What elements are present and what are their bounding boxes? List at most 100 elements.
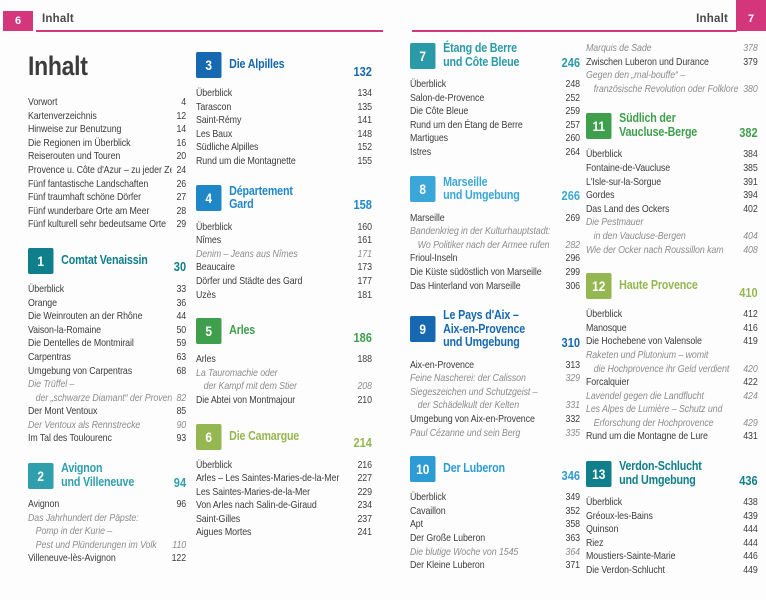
entry-page-number: 371 bbox=[565, 560, 581, 572]
entry-text: Die Verdon-Schlucht bbox=[586, 565, 665, 577]
entry-page-number: 335 bbox=[565, 427, 581, 439]
entry-text: Pest und Plünderungen im Volk bbox=[35, 539, 157, 551]
toc-entry: Überblick 384 bbox=[586, 148, 758, 162]
chapter-title: Le Pays d'Aix – Aix-en-Provence und Umgebu… bbox=[443, 309, 554, 350]
entry-text: L'Isle-sur-la-Sorgue bbox=[586, 176, 662, 188]
chapter-header: 8 Marseille und Umgebung 266 bbox=[410, 175, 580, 203]
entry-page-number: 68 bbox=[176, 365, 187, 377]
toc-entry: Reiserouten und Touren 20 bbox=[28, 150, 186, 164]
chapter-title: Arles bbox=[229, 324, 346, 338]
entry-text: Feine Nascherei: der Calisson bbox=[410, 373, 526, 385]
entry-text: Überblick bbox=[196, 221, 233, 233]
chapter-header: 13 Verdon-Schlucht und Umgebung 436 bbox=[586, 460, 758, 487]
entry-list: Überblick 216 Arles – Les Saintes-Maries-d… bbox=[196, 459, 372, 541]
entry-page-number: 269 bbox=[565, 212, 581, 224]
toc-entry: Überblick 412 bbox=[586, 308, 758, 322]
toc-entry: Die Verdon-Schlucht 449 bbox=[586, 564, 758, 578]
entry-page-number: 306 bbox=[565, 280, 581, 292]
entry-text: Überblick bbox=[410, 79, 447, 90]
chapter-page-number: 214 bbox=[353, 435, 372, 450]
entry-page-number: 379 bbox=[743, 56, 758, 68]
entry-page-number: 358 bbox=[565, 519, 581, 531]
entry-page-number: 227 bbox=[357, 473, 372, 485]
entry-text: Frioul-Inseln bbox=[410, 253, 458, 265]
toc-entry: Salon-de-Provence 252 bbox=[410, 92, 580, 106]
entry-text: Istres bbox=[410, 146, 432, 158]
entry-list: Überblick 384 Fontaine-de-Vaucluse 385 L'Isl… bbox=[586, 148, 758, 257]
entry-page-number: 208 bbox=[357, 381, 372, 393]
entry-page-number: 155 bbox=[357, 155, 372, 167]
entry-list: Überblick 33 Orange 36 Die Weinrouten an der… bbox=[28, 283, 186, 446]
toc-entry: Der Große Luberon 363 bbox=[410, 532, 580, 546]
chapter-block: 2 Avignon und Villeneuve 94 Avignon 96 Das Jah… bbox=[28, 462, 186, 566]
entry-page-number: 134 bbox=[357, 88, 372, 99]
entry-page-number: 4 bbox=[181, 97, 187, 108]
toc-entry: Moustiers-Sainte-Marie 446 bbox=[586, 550, 758, 564]
toc-entry: Marquis de Sade 378 bbox=[586, 42, 758, 56]
entry-block: Vorwort 4 Kartenverzeichnis 12 Hinweise zur … bbox=[28, 96, 186, 232]
entry-text: Reiserouten und Touren bbox=[28, 151, 121, 163]
chapter-title-line: Die Camargue bbox=[229, 428, 300, 443]
toc-entry: Istres 264 bbox=[410, 146, 580, 160]
entry-list: Vorwort 4 Kartenverzeichnis 12 Hinweise zur … bbox=[28, 96, 186, 232]
chapter-page-number: 186 bbox=[353, 329, 372, 345]
toc-column-content: 7 Étang de Berre und Côte Bleue 246 Überblic… bbox=[410, 36, 580, 573]
toc-entry: Aix-en-Provence 313 bbox=[410, 359, 580, 373]
entry-text: Überblick bbox=[196, 459, 233, 471]
toc-entry: Gordes 394 bbox=[586, 189, 758, 203]
toc-entry: Hinweise zur Benutzung 14 bbox=[28, 123, 186, 137]
entry-page-number: 29 bbox=[176, 219, 187, 231]
toc-column-content: 3 Die Alpilles 132 Überblick 134 Tarascon 135 S… bbox=[196, 36, 372, 540]
entry-text: Arles – Les Saintes-Maries-de-la-Mer bbox=[196, 473, 340, 485]
entry-page-number: 446 bbox=[743, 551, 758, 563]
toc-entry: Saint-Gilles 237 bbox=[196, 513, 372, 527]
chapter-title: Comtat Venaissin bbox=[61, 254, 166, 268]
entry-text: Die blutige Woche von 1545 bbox=[410, 546, 519, 558]
toc-entry: Die Hochebene von Valensole 419 bbox=[586, 335, 758, 349]
chapter-title-line: Haute Provence bbox=[619, 278, 698, 293]
toc-entry: Rund um die Montagnette 155 bbox=[196, 155, 372, 169]
toc-entry: Das Jahrhundert der Päpste: bbox=[28, 512, 186, 526]
entry-page-number: 378 bbox=[743, 43, 758, 54]
entry-page-number: 44 bbox=[176, 311, 187, 323]
entry-page-number: 216 bbox=[357, 459, 372, 471]
entry-text: Die Pestmauer bbox=[586, 217, 644, 229]
chapter-header: 7 Étang de Berre und Côte Bleue 246 bbox=[410, 41, 580, 69]
entry-list: Überblick 134 Tarascon 135 Saint-Rémy 141 Les … bbox=[196, 87, 372, 169]
chapter-page-number: 346 bbox=[561, 467, 580, 483]
entry-text: Marseille bbox=[410, 212, 445, 224]
entry-page-number: 420 bbox=[743, 363, 758, 375]
entry-text: Aigues Mortes bbox=[196, 527, 252, 539]
chapter-number-badge: 6 bbox=[196, 423, 222, 450]
toc-entry: Die Regionen im Überblick 16 bbox=[28, 137, 186, 151]
entry-text: Die Côte Bleue bbox=[410, 106, 469, 118]
toc-entry: Die Trüffel – bbox=[28, 378, 186, 392]
entry-text: Lavendel gegen die Landflucht bbox=[586, 390, 704, 402]
chapter-title-line: Die Alpilles bbox=[229, 57, 285, 72]
entry-text: Das Land des Ockers bbox=[586, 203, 670, 215]
chapter-number-badge: 7 bbox=[410, 42, 436, 69]
entry-text: Vaison-la-Romaine bbox=[28, 324, 102, 336]
chapter-title: Der Luberon bbox=[443, 462, 554, 476]
toc-entry: Wie der Ocker nach Roussillon kam 408 bbox=[586, 244, 758, 258]
entry-list: Arles 188 La Tauromachie oder der Kampf mit… bbox=[196, 353, 372, 407]
entry-page-number: 252 bbox=[565, 92, 581, 104]
toc-entry: Carpentras 63 bbox=[28, 351, 186, 365]
entry-text: Umgebung von Carpentras bbox=[28, 365, 133, 377]
entry-page-number: 90 bbox=[176, 419, 187, 431]
entry-text: Nîmes bbox=[196, 235, 222, 247]
entry-list: Überblick 248 Salon-de-Provence 252 Die Côte… bbox=[410, 78, 580, 160]
toc-entry: Dörfer und Städte des Gard 177 bbox=[196, 275, 372, 289]
entry-text: Die Dentelles de Montmirail bbox=[28, 338, 134, 350]
chapter-header: 3 Die Alpilles 132 bbox=[196, 52, 372, 78]
toc-entry: Forcalquier 422 bbox=[586, 376, 758, 390]
entry-page-number: 93 bbox=[176, 433, 187, 445]
entry-text: Fontaine-de-Vaucluse bbox=[586, 162, 671, 174]
entry-text: Überblick bbox=[28, 283, 65, 295]
chapter-block: 11 Südlich der Vaucluse-Berge 382 Überblick 3… bbox=[586, 112, 758, 257]
entry-page-number: 282 bbox=[565, 239, 581, 251]
toc-entry: Fünf wunderbare Orte am Meer 28 bbox=[28, 205, 186, 219]
entry-text: Denim – Jeans aus Nîmes bbox=[196, 248, 298, 260]
toc-entry: der „schwarze Diamant“ der Provence 82 bbox=[28, 392, 187, 406]
chapter-title-line: Der Luberon bbox=[443, 461, 505, 476]
